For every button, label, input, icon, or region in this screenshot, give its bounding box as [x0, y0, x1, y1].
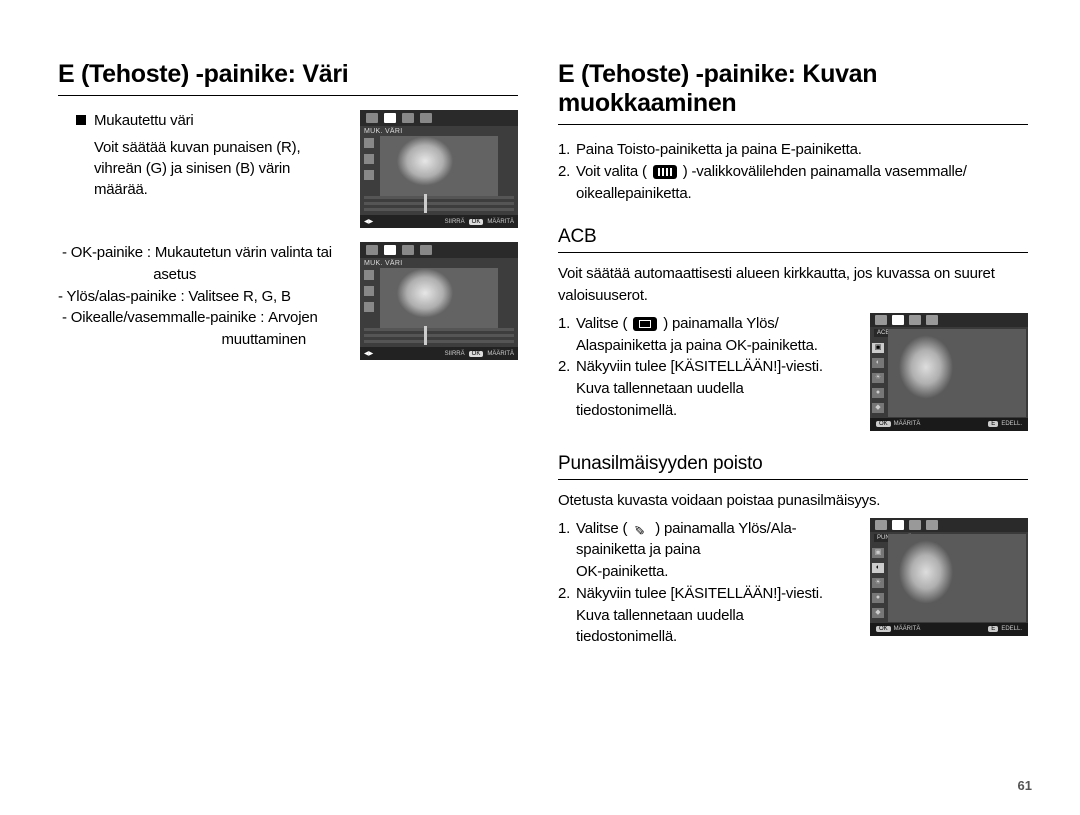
redeye-para: Otetusta kuvasta voidaan poistaa punasil…: [558, 490, 1028, 512]
tab-icon: [653, 165, 677, 179]
thumb2-move: SIIRRÄ: [445, 351, 465, 357]
thumb1-set: MÄÄRITÄ: [487, 219, 514, 225]
acb-steps: 1. Valitse ( ) painamalla Ylös/ Alaspain…: [558, 313, 858, 422]
custom-color-thumb-2: MUK. VÄRI ◀▶ SIIRRÄ OK MÄÄRITÄ: [360, 242, 518, 360]
thumb1-ok: OK: [469, 219, 484, 225]
arrows-icon: ◀▶: [364, 218, 373, 225]
thumb2-ok: OK: [469, 351, 484, 357]
acb-para: Voit säätää automaattisesti alueen kirkk…: [558, 263, 1028, 307]
custom-color-thumb-1: MUK. VÄRI ◀▶ SIIRRÄ OK MÄÄRITÄ: [360, 110, 518, 228]
redeye-thumb: PUNASILMÄIS. KORJAUS ▣◐☀●◆ OKMÄÄRITÄ EED…: [870, 518, 1028, 636]
left-heading: E (Tehoste) -painike: Väri: [58, 60, 518, 96]
redeye-steps: 1. Valitse ( ) painamalla Ylös/Ala- spai…: [558, 518, 858, 649]
left-bullet-title: Mukautettu väri: [94, 110, 194, 131]
acb-thumb: ACB ▣◐☀●◆ OKMÄÄRITÄ EEDELL.: [870, 313, 1028, 431]
right-intro-steps: 1. Paina Toisto-painiketta ja paina E-pa…: [558, 139, 1028, 204]
page-number: 61: [1018, 778, 1032, 793]
thumb1-label: MUK. VÄRI: [364, 128, 402, 135]
thumb2-set: MÄÄRITÄ: [487, 351, 514, 357]
redeye-icon: [633, 522, 649, 536]
thumb2-label: MUK. VÄRI: [364, 260, 402, 267]
right-heading: E (Tehoste) -painike: Kuvan muokkaaminen: [558, 60, 1028, 125]
acb-icon: [633, 317, 657, 331]
arrows-icon: ◀▶: [364, 350, 373, 357]
redeye-subheading: Punasilmäisyyden poisto: [558, 453, 1028, 480]
thumb1-move: SIIRRÄ: [445, 219, 465, 225]
left-controls: - OK-painike : Mukautetun värin valinta …: [58, 242, 346, 360]
bullet-square-icon: [76, 115, 86, 125]
acb-subheading: ACB: [558, 226, 1028, 253]
left-intro: Voit säätää kuvan punaisen (R), vihreän …: [76, 137, 346, 200]
